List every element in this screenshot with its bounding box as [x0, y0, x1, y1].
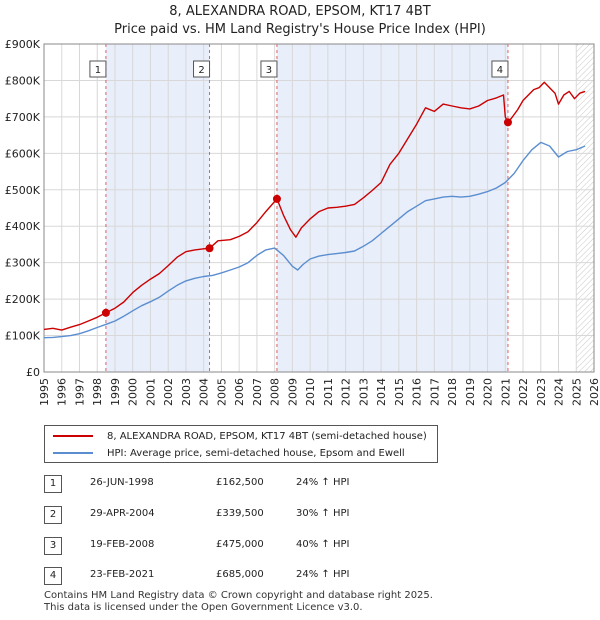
legend-item-property: 8, ALEXANDRA ROAD, EPSOM, KT17 4BT (semi…	[53, 429, 427, 443]
legend-swatch-property	[53, 435, 93, 437]
hpi-series-line	[43, 141, 586, 339]
x-tick-label: 2004	[198, 378, 211, 406]
x-tick-label: 2015	[393, 378, 406, 406]
x-tick-label: 2005	[215, 378, 228, 406]
transaction-price: £475,000	[216, 539, 264, 550]
footer-copyright: Contains HM Land Registry data © Crown c…	[44, 590, 433, 601]
legend-item-hpi: HPI: Average price, semi-detached house,…	[53, 446, 405, 460]
y-tick-label: £0	[26, 366, 40, 379]
sale-point	[272, 194, 281, 203]
sale-label-box	[491, 60, 509, 78]
transaction-hpi-change: 30% ↑ HPI	[296, 508, 350, 519]
x-tick-label: 2009	[286, 378, 299, 406]
x-tick-label: 1998	[91, 378, 104, 406]
forecast-hatch	[576, 44, 594, 372]
x-tick-label: 2001	[144, 378, 157, 406]
x-tick-label: 2017	[428, 378, 441, 406]
x-tick-label: 2011	[322, 378, 335, 406]
sale-label: 3	[266, 65, 272, 76]
transaction-number: 3	[44, 537, 62, 555]
y-tick-label: £500K	[5, 184, 41, 197]
chart-title: 8, ALEXANDRA ROAD, EPSOM, KT17 4BT	[169, 4, 431, 19]
sale-label-box	[193, 60, 211, 78]
x-tick-label: 2000	[127, 378, 140, 406]
transaction-price: £685,000	[216, 569, 264, 580]
sale-label-box	[89, 60, 107, 78]
x-tick-label: 1997	[73, 378, 86, 406]
y-tick-label: £700K	[5, 111, 41, 124]
footer-license: This data is licensed under the Open Gov…	[44, 602, 363, 613]
x-tick-label: 2021	[499, 378, 512, 406]
x-tick-label: 2025	[570, 378, 583, 406]
x-tick-label: 2010	[304, 378, 317, 406]
x-tick-label: 2023	[535, 378, 548, 406]
sale-label: 2	[198, 65, 204, 76]
transaction-number: 4	[44, 567, 62, 585]
x-tick-label: 1996	[56, 378, 69, 406]
transaction-date: 26-JUN-1998	[90, 477, 154, 488]
legend-label-property: 8, ALEXANDRA ROAD, EPSOM, KT17 4BT (semi…	[107, 430, 427, 442]
legend-label-hpi: HPI: Average price, semi-detached house,…	[107, 447, 405, 459]
y-tick-label: £600K	[5, 147, 41, 160]
transaction-number: 1	[44, 475, 62, 493]
x-tick-label: 2007	[251, 378, 264, 406]
x-tick-label: 2012	[340, 378, 353, 406]
price-chart: £0 £100K £200K £300K £400K £500K £600K £700K £80…	[5, 38, 600, 406]
x-tick-label: 2002	[162, 378, 175, 406]
transaction-price: £162,500	[216, 477, 264, 488]
x-tick-label: 2022	[517, 378, 530, 406]
ownership-shading	[276, 44, 508, 372]
x-tick-label: 2016	[411, 378, 424, 406]
y-tick-label: £800K	[5, 74, 41, 87]
x-tick-label: 2008	[269, 378, 282, 406]
transaction-date: 29-APR-2004	[90, 508, 155, 519]
y-tick-label: £200K	[5, 293, 41, 306]
legend: 8, ALEXANDRA ROAD, EPSOM, KT17 4BT (semi…	[44, 425, 438, 463]
transaction-number: 2	[44, 506, 62, 524]
y-tick-label: £400K	[5, 220, 41, 233]
sale-label: 4	[497, 65, 503, 76]
transaction-price: £339,500	[216, 508, 264, 519]
chart-subtitle: Price paid vs. HM Land Registry's House …	[114, 22, 486, 37]
x-tick-label: 1995	[38, 378, 51, 406]
sale-point	[101, 308, 110, 317]
sale-label-box	[260, 60, 278, 78]
y-tick-label: £100K	[5, 330, 41, 343]
transaction-hpi-change: 24% ↑ HPI	[296, 477, 350, 488]
x-tick-label: 2020	[482, 378, 495, 406]
plot-frame	[43, 43, 595, 373]
transaction-hpi-change: 40% ↑ HPI	[296, 539, 350, 550]
x-tick-label: 2019	[464, 378, 477, 406]
transaction-date: 19-FEB-2008	[90, 539, 155, 550]
x-tick-label: 1999	[109, 378, 122, 406]
sale-point	[205, 244, 214, 253]
x-tick-label: 2014	[375, 378, 388, 406]
x-tick-label: 2006	[233, 378, 246, 406]
ownership-shading	[105, 44, 210, 372]
x-tick-label: 2026	[588, 378, 600, 406]
legend-swatch-hpi	[53, 452, 93, 454]
x-tick-label: 2024	[553, 378, 566, 406]
transaction-date: 23-FEB-2021	[90, 569, 155, 580]
sale-label: 1	[95, 65, 101, 76]
x-tick-label: 2018	[446, 378, 459, 406]
x-tick-label: 2003	[180, 378, 193, 406]
property-series-line	[43, 81, 586, 331]
sale-point	[503, 118, 512, 127]
y-tick-label: £300K	[5, 257, 41, 270]
transaction-hpi-change: 24% ↑ HPI	[296, 569, 350, 580]
y-tick-label: £900K	[5, 38, 41, 51]
x-tick-label: 2013	[357, 378, 370, 406]
footer: Contains HM Land Registry data © Crown c…	[44, 590, 433, 614]
